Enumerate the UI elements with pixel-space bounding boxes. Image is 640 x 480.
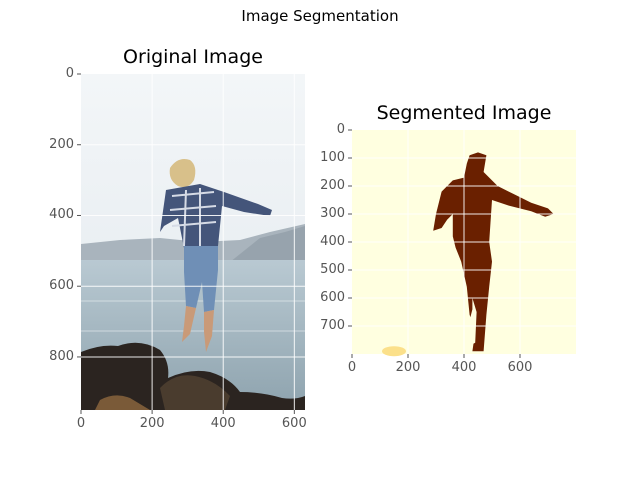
- figure-suptitle: Image Segmentation: [241, 7, 399, 25]
- segmented-y-tick-label: 600: [320, 290, 345, 305]
- segmented-x-tick-label: 400: [451, 360, 477, 375]
- segmented-y-tick-label: 500: [320, 262, 345, 277]
- original-x-tick-label: 0: [76, 416, 86, 431]
- segmented-x-tick-label: 600: [507, 360, 533, 375]
- original-y-tick-label: 400: [49, 207, 74, 223]
- minor-region: [382, 346, 406, 357]
- original-x-tick-label: 200: [139, 416, 165, 431]
- segmented-y-tick-label: 400: [320, 234, 345, 249]
- segmented-image-grid: [352, 130, 576, 354]
- original-y-tick-label: 200: [49, 136, 74, 152]
- original-x-tick-label: 600: [281, 416, 307, 431]
- segmented-y-tick-label: 300: [320, 206, 345, 221]
- original-y-tick-label: 0: [65, 66, 74, 81]
- original-photo: [81, 74, 305, 410]
- segmented-image-tick-marks: [348, 129, 521, 358]
- segmented-y-tick-label: 0: [336, 122, 345, 137]
- segmented-y-tick-label: 100: [320, 150, 345, 165]
- segmented-x-tick-label: 200: [395, 360, 421, 375]
- original-image-tick-marks: [77, 73, 295, 414]
- original-y-tick-label: 800: [49, 348, 74, 364]
- original-image-grid: [81, 74, 305, 410]
- segmented-y-tick-label: 700: [320, 318, 345, 333]
- segmented-y-tick-label: 200: [320, 178, 345, 193]
- original-image-title: Original Image: [123, 46, 263, 68]
- segmented-x-tick-label: 0: [347, 360, 357, 375]
- person-silhouette: [433, 152, 554, 352]
- original-x-tick-label: 400: [210, 416, 236, 431]
- leg-gap: [468, 298, 477, 346]
- original-y-tick-label: 600: [49, 278, 74, 294]
- segmented-image-title: Segmented Image: [376, 102, 552, 124]
